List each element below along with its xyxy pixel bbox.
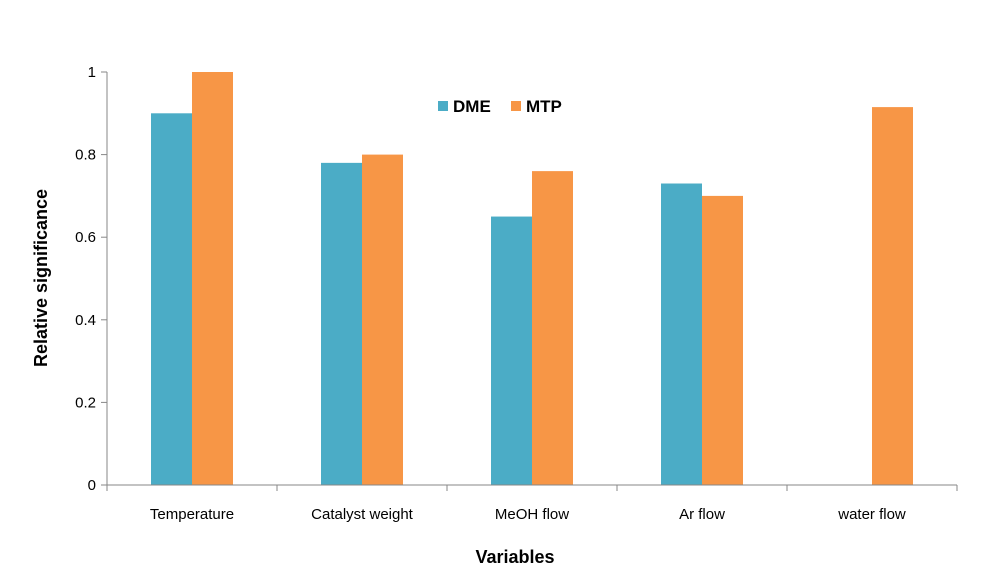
- y-tick-label: 0: [88, 477, 96, 494]
- bar-dme: [321, 162, 362, 486]
- bars: [151, 72, 913, 486]
- y-tick-label: 0.4: [75, 312, 96, 329]
- bar-mtp: [702, 195, 743, 485]
- x-tick-label: water flow: [837, 506, 906, 523]
- x-axis: Temperature Catalyst weight MeOH flow Ar fl…: [106, 484, 958, 523]
- x-tick-label: Ar flow: [679, 506, 725, 523]
- legend-swatch: [511, 101, 521, 111]
- y-tick-label: 0.6: [75, 229, 96, 246]
- legend-label: DME: [453, 97, 491, 116]
- x-axis-title: Variables: [475, 547, 554, 567]
- bar-mtp: [872, 107, 913, 485]
- y-tick-label: 0.2: [75, 394, 96, 411]
- x-tick-label: Catalyst weight: [311, 506, 414, 523]
- x-tick-label: Temperature: [150, 506, 234, 523]
- x-tick-label: MeOH flow: [495, 506, 569, 523]
- bar-mtp: [532, 171, 573, 485]
- legend: DME MTP: [438, 97, 562, 116]
- y-axis-title: Relative significance: [31, 189, 51, 367]
- y-tick-label: 0.8: [75, 147, 96, 164]
- bar-mtp: [192, 72, 233, 485]
- bar-dme: [151, 113, 192, 486]
- legend-label: MTP: [526, 97, 562, 116]
- bar-dme: [661, 183, 702, 485]
- bar-mtp: [362, 154, 403, 485]
- y-tick-label: 1: [88, 64, 96, 81]
- legend-swatch: [438, 101, 448, 111]
- bar-dme: [491, 216, 532, 486]
- y-axis: 0 0.2 0.4 0.6 0.8 1: [75, 64, 108, 494]
